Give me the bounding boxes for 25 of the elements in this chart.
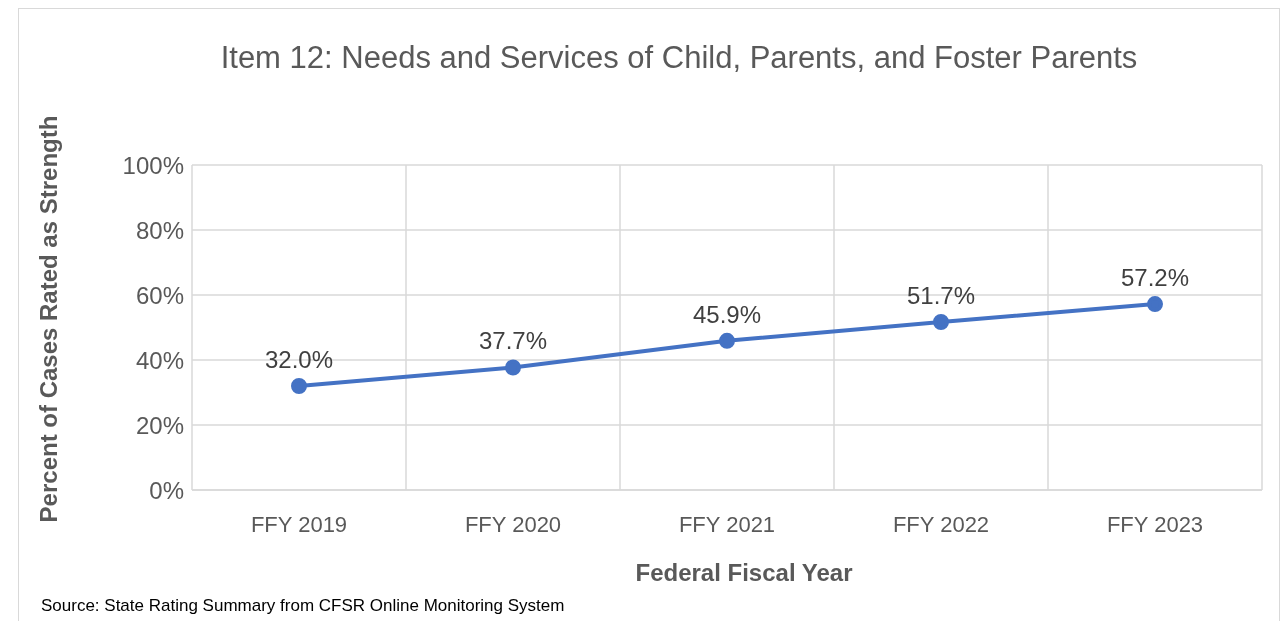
y-axis-title: Percent of Cases Rated as Strength [35, 115, 63, 523]
x-tick-label: FFY 2019 [250, 511, 348, 537]
text: 51.7% [906, 281, 976, 309]
point [505, 359, 521, 376]
point [291, 378, 307, 394]
y-tick-label: 0% [149, 476, 184, 504]
point [1147, 296, 1163, 313]
x-axis-title: Federal Fiscal Year [634, 559, 854, 587]
x-tick-label: FFY 2022 [892, 511, 990, 537]
x-tick-label: FFY 2021 [678, 511, 776, 537]
text: 45.9% [692, 300, 762, 328]
y-tick-label: 100% [122, 151, 184, 179]
chart-title: Item 12: Needs and Services of Child, Parents, and Foster Parents [219, 39, 1139, 77]
text: 32.0% [264, 346, 334, 373]
text: 37.7% [478, 327, 548, 355]
source-note: Source: State Rating Summary from CFSR Online Monitoring System [41, 596, 565, 616]
x-tick-label: FFY 2020 [464, 511, 562, 537]
y-tick-label: 60% [135, 281, 184, 309]
y-tick-label: 40% [135, 346, 184, 374]
y-tick-label: 20% [135, 411, 184, 439]
point [719, 332, 735, 349]
point [933, 313, 949, 330]
text: 57.2% [1120, 264, 1190, 292]
x-tick-label: FFY 2023 [1106, 511, 1204, 537]
y-tick-label: 80% [135, 216, 184, 244]
